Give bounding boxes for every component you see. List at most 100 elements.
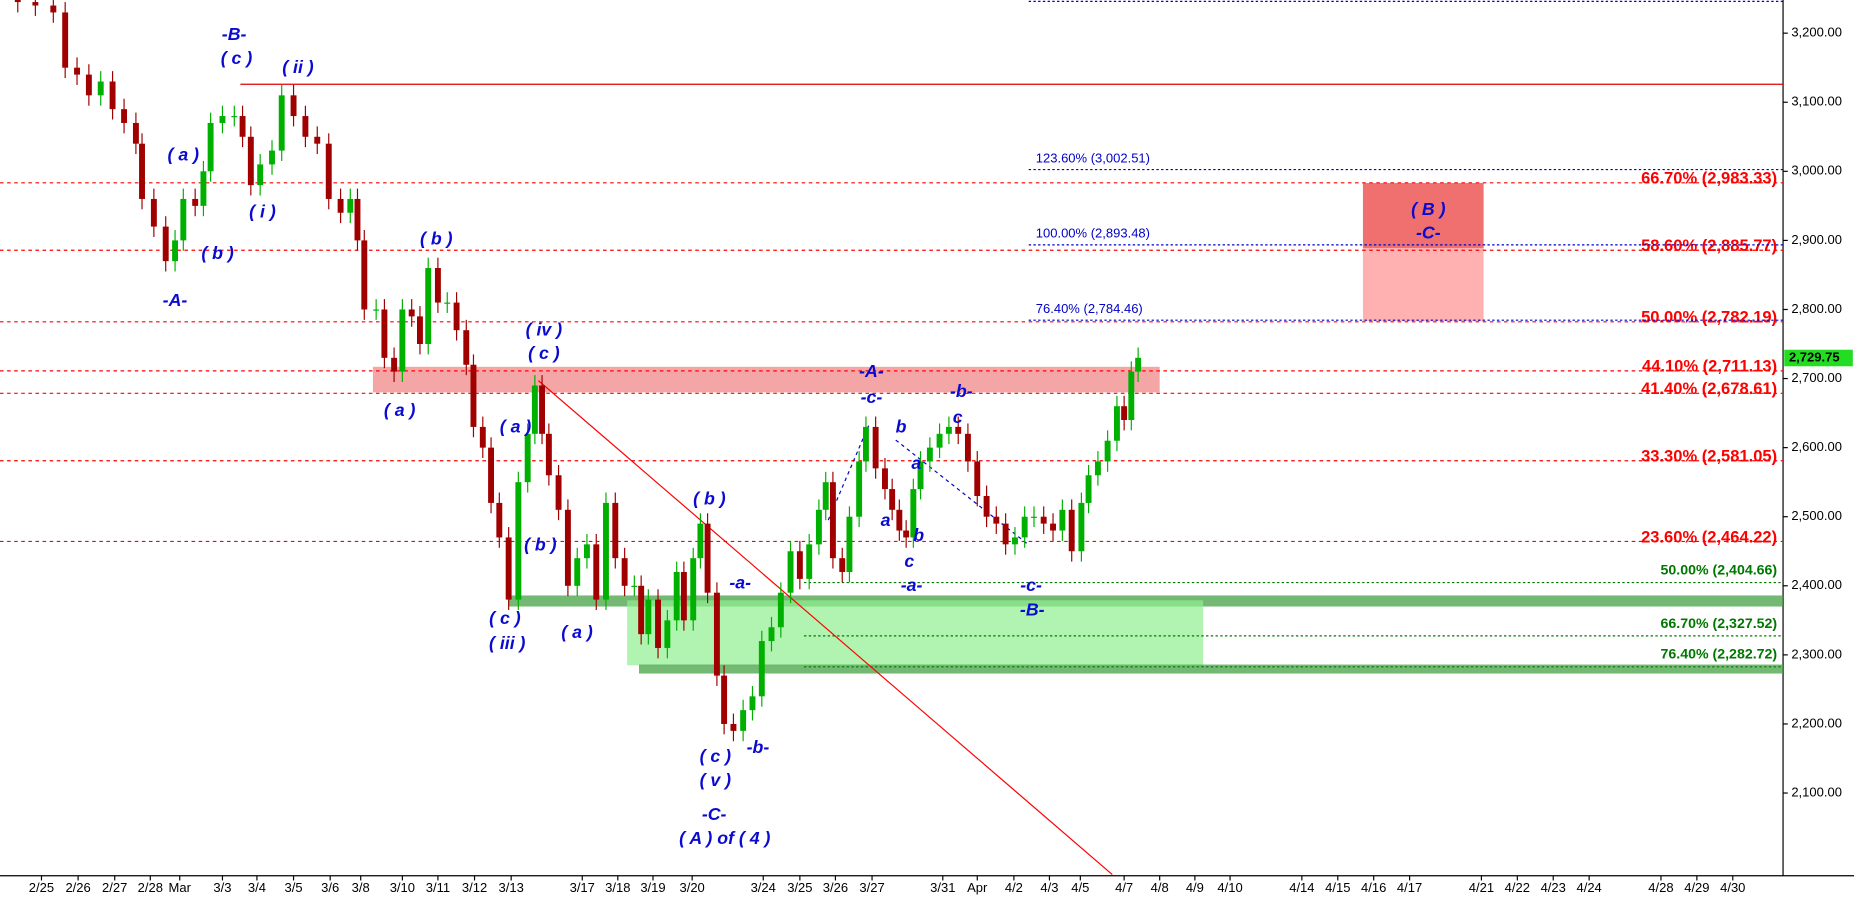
x-tick-label: 4/30 xyxy=(1720,880,1745,895)
fib-level-label: 58.60% (2,885.77) xyxy=(1641,236,1777,255)
x-tick-label: 3/13 xyxy=(499,880,524,895)
wave-label: c xyxy=(904,551,914,571)
x-tick-label: 3/19 xyxy=(640,880,665,895)
x-tick-label: 3/3 xyxy=(213,880,231,895)
candle-body xyxy=(257,164,264,186)
candle-body xyxy=(955,426,962,434)
candle-body xyxy=(631,585,638,587)
wave-label: -A- xyxy=(859,361,884,381)
candle-body xyxy=(109,81,116,110)
x-tick-label: 4/5 xyxy=(1071,880,1089,895)
x-tick-label: 3/12 xyxy=(462,880,487,895)
y-tick-label: 2,700.00 xyxy=(1791,370,1842,385)
candle-body xyxy=(796,551,803,579)
zone xyxy=(638,664,1784,674)
zone xyxy=(1362,183,1484,248)
wave-label: -a- xyxy=(729,573,751,593)
candle-body xyxy=(926,447,933,462)
wave-label: -C- xyxy=(702,804,727,824)
x-tick-label: 3/17 xyxy=(570,880,595,895)
candle-body xyxy=(856,461,863,517)
x-tick-label: 4/22 xyxy=(1505,880,1530,895)
y-tick-label: 2,500.00 xyxy=(1791,508,1842,523)
wave-label: -b- xyxy=(747,737,770,757)
y-tick-label: 3,000.00 xyxy=(1791,163,1842,178)
fib-level-label: 33.30% (2,581.05) xyxy=(1641,447,1777,466)
candle-body xyxy=(515,482,522,600)
candle-body xyxy=(1128,371,1135,421)
wave-label: -B- xyxy=(1020,600,1045,620)
last-price-label: 2,729.75 xyxy=(1789,349,1840,364)
x-tick-label: Apr xyxy=(967,880,988,895)
x-tick-label: 4/9 xyxy=(1186,880,1204,895)
candle-body xyxy=(180,198,187,241)
x-tick-label: 3/26 xyxy=(823,880,848,895)
wave-label: ( a ) xyxy=(500,417,532,437)
candle-body xyxy=(983,495,990,517)
wave-label: ( c ) xyxy=(221,48,253,68)
wave-label: -B- xyxy=(222,24,247,44)
candle-body xyxy=(219,116,226,123)
candle-body xyxy=(777,592,784,628)
candle-body xyxy=(1135,357,1142,372)
fib-level-label: 50.00% (2,404.66) xyxy=(1661,563,1778,579)
candle-body xyxy=(1021,516,1028,538)
wave-label: ( c ) xyxy=(528,343,560,363)
fib-level-label: 23.60% (2,464.22) xyxy=(1641,527,1777,546)
candle-body xyxy=(391,357,398,372)
candle-body xyxy=(74,67,80,75)
candle-body xyxy=(416,316,423,345)
candle-body xyxy=(1104,440,1111,462)
x-tick-label: 4/29 xyxy=(1684,880,1709,895)
candle-body xyxy=(314,136,321,144)
candle-body xyxy=(325,143,332,199)
zone xyxy=(627,600,1204,666)
candle-body xyxy=(964,433,971,462)
wave-label: ( b ) xyxy=(524,535,557,555)
y-tick-label: 2,800.00 xyxy=(1791,301,1842,316)
wave-label: -A- xyxy=(163,290,188,310)
candle-body xyxy=(373,309,380,311)
fib-level-label: 66.70% (2,983.33) xyxy=(1641,169,1777,188)
candle-body xyxy=(192,198,199,206)
wave-label: ( a ) xyxy=(168,145,200,165)
candle-body xyxy=(531,385,538,434)
candle-body xyxy=(1113,406,1120,441)
wave-label: ( iv ) xyxy=(526,320,563,340)
x-tick-label: 4/7 xyxy=(1115,880,1133,895)
wave-label: b xyxy=(913,525,924,545)
fib-level-label: 41.40% (2,678.61) xyxy=(1641,379,1777,398)
candle-body xyxy=(470,364,477,427)
candle-body xyxy=(721,675,728,724)
candle-body xyxy=(655,599,661,648)
wave-label: -c- xyxy=(861,387,883,407)
candle-body xyxy=(453,302,460,331)
candle-body xyxy=(1050,523,1056,531)
candle-body xyxy=(574,558,581,586)
wave-label: ( b ) xyxy=(420,229,453,249)
candle-body xyxy=(638,585,645,635)
candle-body xyxy=(749,696,756,711)
candle-body xyxy=(621,558,628,586)
candle-body xyxy=(434,268,441,303)
wave-label: ( v ) xyxy=(700,770,732,790)
candle-body xyxy=(50,5,57,13)
wave-label: a xyxy=(881,510,891,530)
x-tick-label: 3/20 xyxy=(679,880,704,895)
candle-body xyxy=(347,198,354,213)
x-tick-label: 2/26 xyxy=(65,880,90,895)
fib-level-label: 66.70% (2,327.52) xyxy=(1661,616,1778,632)
candle-body xyxy=(815,509,822,545)
x-tick-label: 3/27 xyxy=(859,880,884,895)
y-tick-label: 2,600.00 xyxy=(1791,439,1842,454)
y-tick-label: 2,200.00 xyxy=(1791,715,1842,730)
wave-label: ( B ) xyxy=(1411,199,1446,219)
candle-body xyxy=(583,544,590,559)
candle-body xyxy=(1094,461,1101,476)
x-tick-label: 3/11 xyxy=(426,880,450,895)
wave-label: ( a ) xyxy=(561,622,593,642)
candle-body xyxy=(1040,516,1047,524)
candle-body xyxy=(505,537,512,600)
y-tick-label: 2,300.00 xyxy=(1791,646,1842,661)
candle-body xyxy=(768,627,775,642)
